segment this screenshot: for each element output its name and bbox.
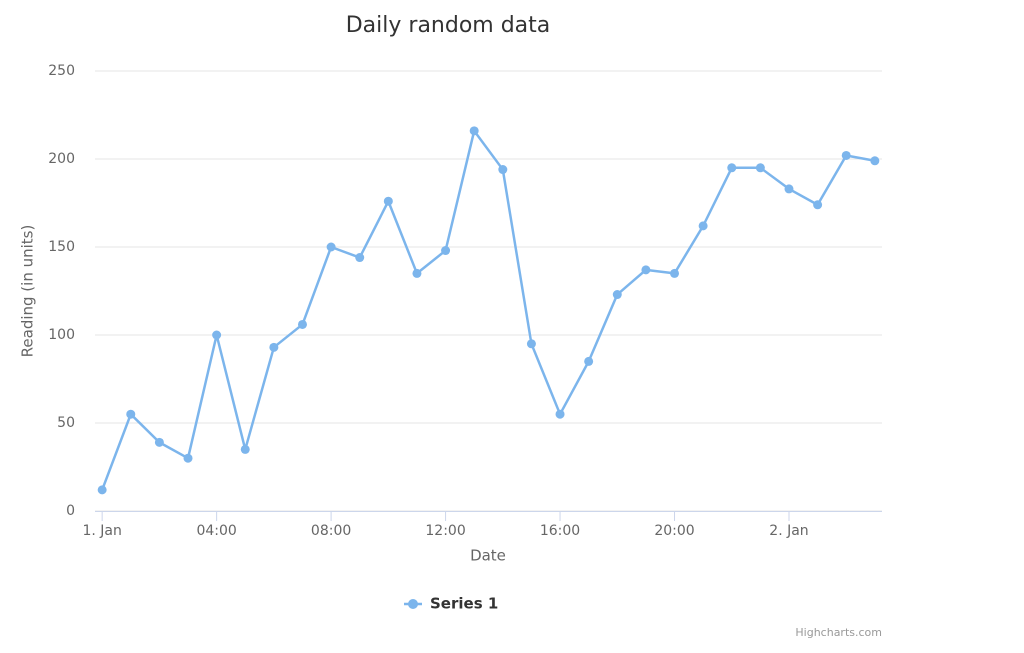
data-point [469,126,479,136]
x-tick-label: 2. Jan [769,523,808,539]
y-tick-label: 150 [48,239,75,255]
data-point [126,409,136,419]
data-point [555,409,565,419]
y-tick-label: 50 [57,415,75,431]
data-point [784,184,794,194]
data-point [441,246,451,256]
y-tick-label: 0 [66,503,75,519]
x-tick-label: 12:00 [425,523,465,539]
x-tick-label: 1. Jan [82,523,121,539]
data-point [154,437,164,447]
data-point [498,165,508,175]
credits[interactable]: Highcharts.com [795,626,882,639]
data-point [297,319,307,329]
legend-marker [408,599,418,609]
data-point [698,221,708,231]
data-point [755,163,765,173]
x-tick-label: 08:00 [311,523,351,539]
data-point [584,356,594,366]
x-tick-label: 16:00 [540,523,580,539]
data-point [212,330,222,340]
data-point [383,196,393,206]
legend-item[interactable]: Series 1 [404,595,498,613]
y-tick-label: 200 [48,151,75,167]
data-point [240,444,250,454]
data-point [870,156,880,166]
y-axis-title: Reading (in units) [19,225,37,358]
data-point [813,200,823,210]
data-point [326,242,336,252]
data-point [727,163,737,173]
x-axis-title: Date [470,547,506,565]
data-point [269,342,279,352]
data-point [612,290,622,300]
y-tick-label: 100 [48,327,75,343]
chart-title: Daily random data [346,13,551,38]
data-point [641,265,651,275]
data-point [97,485,107,495]
data-point [841,150,851,160]
data-point [183,453,193,463]
y-tick-label: 250 [48,63,75,79]
series-line [100,129,876,491]
data-point [355,253,365,263]
x-tick-label: 04:00 [196,523,236,539]
legend-label: Series 1 [430,595,498,613]
data-point [526,339,536,349]
data-point [670,268,680,278]
x-tick-label: 20:00 [654,523,694,539]
data-point [412,268,422,278]
